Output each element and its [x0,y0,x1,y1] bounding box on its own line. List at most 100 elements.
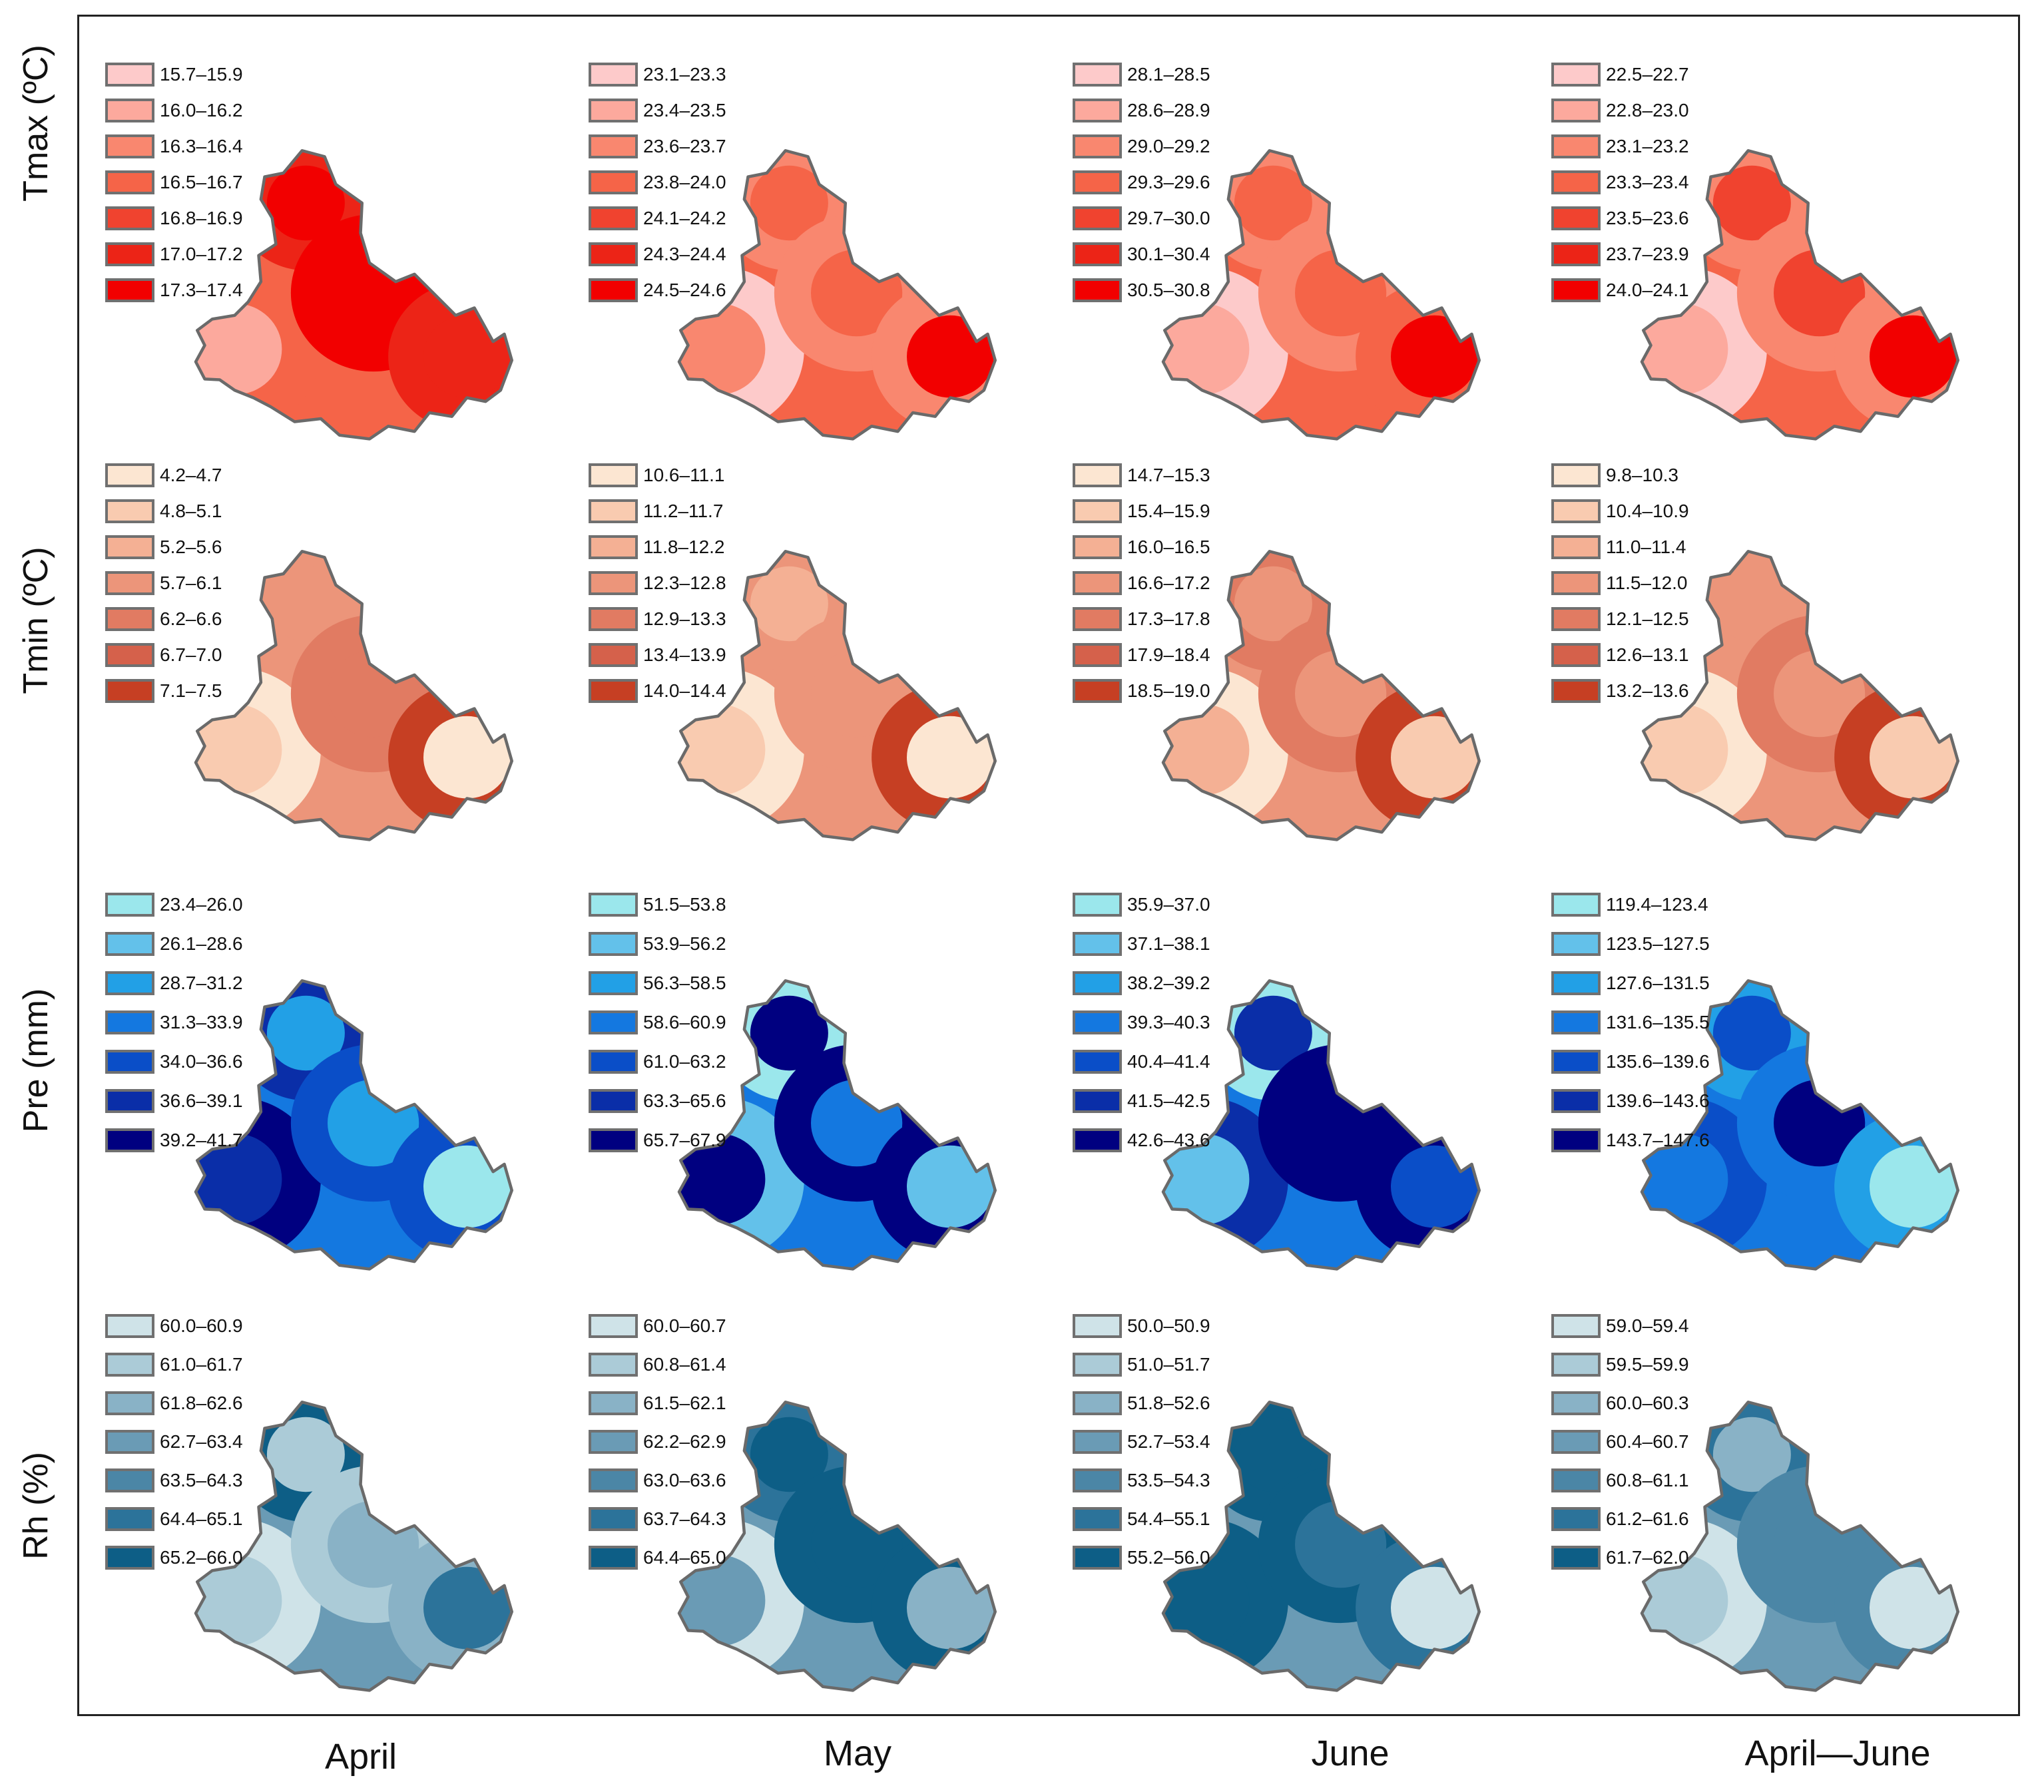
legend-label: 12.3–12.8 [643,572,726,593]
legend-swatch [1073,893,1122,917]
legend-item: 11.0–11.4 [1551,534,1831,560]
legend-label: 143.7–147.6 [1606,1130,1710,1150]
legend-label: 24.1–24.2 [643,208,726,228]
legend-label: 16.5–16.7 [160,172,243,192]
legend-label: 23.1–23.2 [1606,136,1689,156]
legend-swatch [589,134,638,158]
choropleth-map [1640,550,1959,841]
legend-swatch [105,1050,154,1074]
region-boundary [1640,149,1959,441]
legend-swatch [1551,535,1601,559]
legend-item: 38.2–39.2 [1073,970,1352,997]
map-zone-core [1870,716,1957,799]
legend-item: 123.5–127.5 [1551,931,1831,957]
legend-item: 60.4–60.7 [1551,1429,1831,1455]
legend-label: 17.0–17.2 [160,244,243,264]
legend-swatch [1551,679,1601,703]
legend-label: 24.5–24.6 [643,280,726,300]
legend-swatch [589,971,638,995]
legend-label: 54.4–55.1 [1127,1508,1210,1529]
legend-label: 29.3–29.6 [1127,172,1210,192]
legend-label: 18.5–19.0 [1127,680,1210,701]
legend-item: 24.5–24.6 [589,277,868,304]
legend-swatch [1073,1353,1122,1377]
legend-swatch [105,63,154,87]
legend-swatch [589,1468,638,1492]
legend-label: 30.5–30.8 [1127,280,1210,300]
legend-item: 14.0–14.4 [589,678,868,704]
legend-item: 16.6–17.2 [1073,570,1352,596]
legend-item: 60.0–60.7 [589,1313,868,1339]
legend-swatch [105,206,154,230]
legend-swatch [105,535,154,559]
legend-item: 55.2–56.0 [1073,1544,1352,1571]
legend-label: 39.2–41.7 [160,1130,243,1150]
legend-item: 12.3–12.8 [589,570,868,596]
map-zone-core [196,704,282,795]
region-boundary [677,149,997,441]
legend-swatch [105,571,154,595]
legend-item: 23.4–23.5 [589,97,868,124]
legend-label: 29.7–30.0 [1127,208,1210,228]
legend-item: 135.6–139.6 [1551,1048,1831,1075]
map-zone-core [1391,315,1478,398]
legend-item: 15.4–15.9 [1073,498,1352,525]
legend-item: 60.8–61.1 [1551,1467,1831,1494]
legend-item: 42.6–43.6 [1073,1127,1352,1154]
map-zone-core [266,995,345,1071]
legend-label: 16.0–16.5 [1127,537,1210,557]
legend-swatch [1073,1468,1122,1492]
legend-label: 12.6–13.1 [1606,644,1689,665]
legend-label: 61.7–62.0 [1606,1547,1689,1568]
legend-label: 17.3–17.8 [1127,608,1210,629]
map-zone-core [423,716,511,799]
legend-swatch [105,607,154,631]
legend-label: 60.0–60.7 [643,1315,726,1336]
legend-label: 28.1–28.5 [1127,64,1210,85]
map-zone-core [750,995,828,1071]
legend-label: 17.3–17.4 [160,280,243,300]
legend-label: 22.8–23.0 [1606,100,1689,120]
legend-item: 61.5–62.1 [589,1390,868,1417]
legend-label: 11.0–11.4 [1606,537,1686,557]
legend-item: 13.4–13.9 [589,642,868,668]
legend-swatch [1551,971,1601,995]
map-zone-core [907,315,994,398]
map-zone-core [423,1566,511,1650]
legend-label: 131.6–135.5 [1606,1012,1710,1032]
map-zone-core [907,716,994,799]
legend-swatch [589,499,638,523]
legend-item: 23.5–23.6 [1551,205,1831,232]
legend-swatch [105,971,154,995]
region-boundary [1161,149,1481,441]
legend-item: 61.8–62.6 [105,1390,385,1417]
legend-label: 4.2–4.7 [160,465,222,485]
legend-label: 50.0–50.9 [1127,1315,1210,1336]
legend-label: 28.6–28.9 [1127,100,1210,120]
legend-item: 60.8–61.4 [589,1351,868,1378]
region-boundary [194,550,513,841]
legend-label: 119.4–123.4 [1606,894,1708,915]
map-zone-core [1642,704,1728,795]
legend-item: 63.7–64.3 [589,1506,868,1532]
legend-swatch [589,1546,638,1570]
legend-swatch [1073,463,1122,487]
legend-swatch [1551,206,1601,230]
map-panel-pre-april-june: 119.4–123.4 123.5–127.5 127.6–131.5 131.6–1… [1526,857,2012,1271]
legend-swatch [105,499,154,523]
legend-swatch [589,1010,638,1034]
map-zone-core [1712,995,1791,1071]
legend-item: 10.4–10.9 [1551,498,1831,525]
legend-swatch [1551,499,1601,523]
legend-label: 23.7–23.9 [1606,244,1689,264]
legend-swatch [105,1507,154,1531]
legend-swatch [589,893,638,917]
map-zone-core [266,165,345,241]
map-zone-core [1642,303,1728,395]
legend-swatch [1551,1010,1601,1034]
legend-label: 61.0–63.2 [643,1051,726,1072]
legend-label: 63.7–64.3 [643,1508,726,1529]
legend-label: 64.4–65.0 [643,1547,726,1568]
legend-item: 39.2–41.7 [105,1127,385,1154]
legend-item: 127.6–131.5 [1551,970,1831,997]
